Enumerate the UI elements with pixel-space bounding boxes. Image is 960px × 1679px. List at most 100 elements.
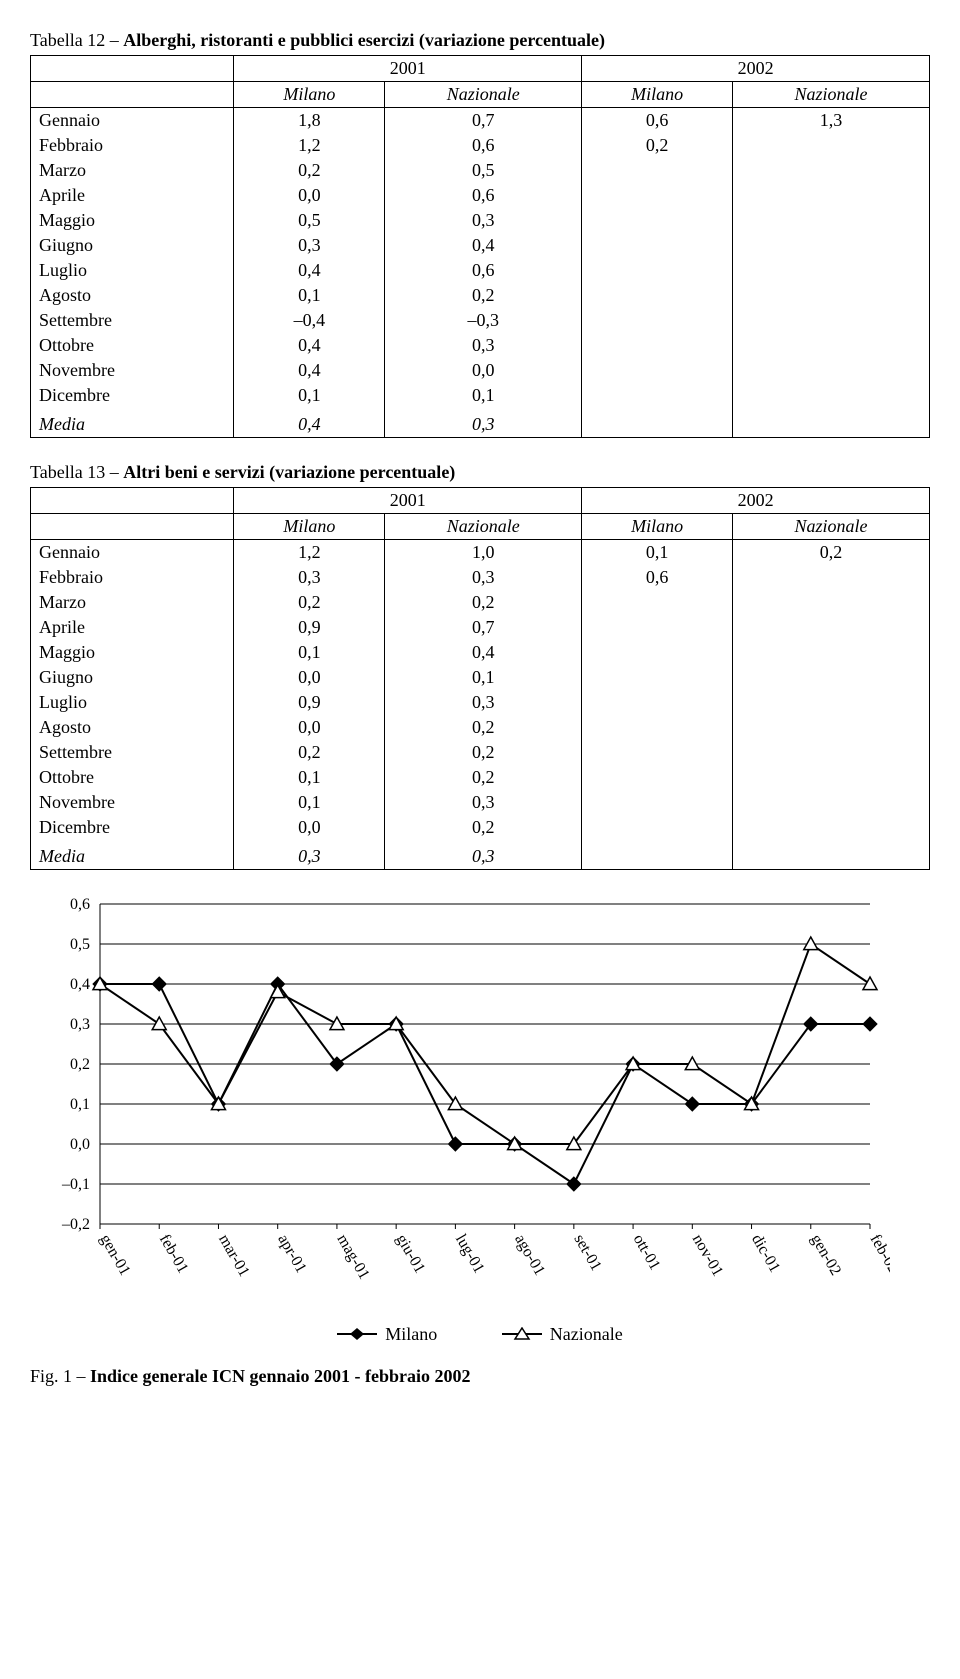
cell	[582, 183, 733, 208]
cell	[582, 665, 733, 690]
cell: 1,2	[234, 133, 385, 158]
row-label: Luglio	[31, 690, 234, 715]
cell	[733, 840, 930, 870]
table12-blank-sub	[31, 82, 234, 108]
cell	[733, 333, 930, 358]
cell: 0,1	[234, 283, 385, 308]
media-label: Media	[31, 840, 234, 870]
table-row: Gennaio1,21,00,10,2	[31, 540, 930, 566]
svg-text:–0,1: –0,1	[61, 1176, 90, 1193]
cell: 0,2	[385, 740, 582, 765]
cell: 0,6	[385, 183, 582, 208]
cell: 0,3	[385, 840, 582, 870]
figure-caption-prefix: Fig. 1 –	[30, 1366, 90, 1386]
row-label: Dicembre	[31, 383, 234, 408]
cell	[582, 308, 733, 333]
cell: 0,1	[234, 790, 385, 815]
table12-sub-1: Nazionale	[385, 82, 582, 108]
cell: 0,7	[385, 615, 582, 640]
cell: 0,2	[234, 590, 385, 615]
table13-blank-sub	[31, 514, 234, 540]
cell: 0,0	[385, 358, 582, 383]
row-label: Ottobre	[31, 765, 234, 790]
cell	[733, 158, 930, 183]
cell: 0,4	[385, 233, 582, 258]
row-label: Maggio	[31, 208, 234, 233]
cell: 0,2	[582, 133, 733, 158]
cell	[582, 690, 733, 715]
row-label: Giugno	[31, 233, 234, 258]
cell	[733, 133, 930, 158]
table-row: Settembre–0,4–0,3	[31, 308, 930, 333]
row-label: Gennaio	[31, 540, 234, 566]
table-row: Agosto0,00,2	[31, 715, 930, 740]
table-row: Ottobre0,40,3	[31, 333, 930, 358]
table12-sub-2: Milano	[582, 82, 733, 108]
svg-text:0,1: 0,1	[70, 1096, 90, 1113]
cell: 0,7	[385, 108, 582, 134]
table13: 2001 2002 Milano Nazionale Milano Nazion…	[30, 487, 930, 870]
cell	[733, 740, 930, 765]
table-row: Dicembre0,00,2	[31, 815, 930, 840]
svg-text:0,6: 0,6	[70, 896, 90, 913]
svg-text:gen-02: gen-02	[807, 1232, 844, 1279]
cell: 0,2	[385, 590, 582, 615]
legend-nazionale: Nazionale	[502, 1324, 623, 1346]
row-label: Febbraio	[31, 565, 234, 590]
svg-text:lug-01: lug-01	[452, 1232, 488, 1277]
svg-text:mar-01: mar-01	[215, 1232, 253, 1280]
cell	[582, 333, 733, 358]
cell: 0,5	[385, 158, 582, 183]
table12-sub-3: Nazionale	[733, 82, 930, 108]
line-chart: 0,60,50,40,30,20,10,0–0,1–0,2gen-01feb-0…	[30, 894, 890, 1314]
table-row: Febbraio0,30,30,6	[31, 565, 930, 590]
cell	[733, 715, 930, 740]
svg-text:mag-01: mag-01	[333, 1232, 372, 1283]
figure-caption-bold: Indice generale ICN gennaio 2001 - febbr…	[90, 1366, 470, 1386]
chart-container: 0,60,50,40,30,20,10,0–0,1–0,2gen-01feb-0…	[30, 894, 890, 1314]
media-row: Media0,30,3	[31, 840, 930, 870]
cell: 0,2	[385, 715, 582, 740]
row-label: Novembre	[31, 790, 234, 815]
table13-sub-2: Milano	[582, 514, 733, 540]
table-row: Gennaio1,80,70,61,3	[31, 108, 930, 134]
table-row: Settembre0,20,2	[31, 740, 930, 765]
row-label: Settembre	[31, 308, 234, 333]
cell	[582, 715, 733, 740]
cell: 0,2	[385, 765, 582, 790]
cell: 0,3	[385, 690, 582, 715]
table-row: Marzo0,20,5	[31, 158, 930, 183]
cell: 0,2	[385, 815, 582, 840]
chart-legend: Milano Nazionale	[30, 1324, 930, 1346]
svg-text:feb-02: feb-02	[867, 1232, 890, 1277]
cell	[733, 690, 930, 715]
cell: 0,6	[385, 258, 582, 283]
row-label: Maggio	[31, 640, 234, 665]
svg-text:set-01: set-01	[570, 1232, 604, 1274]
cell	[733, 615, 930, 640]
cell	[582, 158, 733, 183]
row-label: Agosto	[31, 715, 234, 740]
cell	[582, 615, 733, 640]
svg-text:ago-01: ago-01	[511, 1232, 548, 1279]
row-label: Aprile	[31, 615, 234, 640]
cell: –0,3	[385, 308, 582, 333]
cell: 0,5	[234, 208, 385, 233]
cell: 0,1	[385, 383, 582, 408]
cell	[582, 408, 733, 438]
cell	[733, 790, 930, 815]
cell: 0,3	[385, 565, 582, 590]
triangle-icon	[502, 1325, 542, 1346]
cell: 0,1	[385, 665, 582, 690]
cell	[733, 258, 930, 283]
table13-sub-1: Nazionale	[385, 514, 582, 540]
table13-blank-header	[31, 488, 234, 514]
legend-milano-label: Milano	[385, 1324, 437, 1344]
cell: 0,0	[234, 815, 385, 840]
table13-title-bold: Altri beni e servizi (variazione percent…	[123, 462, 455, 482]
svg-text:–0,2: –0,2	[61, 1216, 90, 1233]
svg-text:0,4: 0,4	[70, 976, 90, 993]
row-label: Agosto	[31, 283, 234, 308]
table13-year-2002: 2002	[582, 488, 930, 514]
cell: –0,4	[234, 308, 385, 333]
